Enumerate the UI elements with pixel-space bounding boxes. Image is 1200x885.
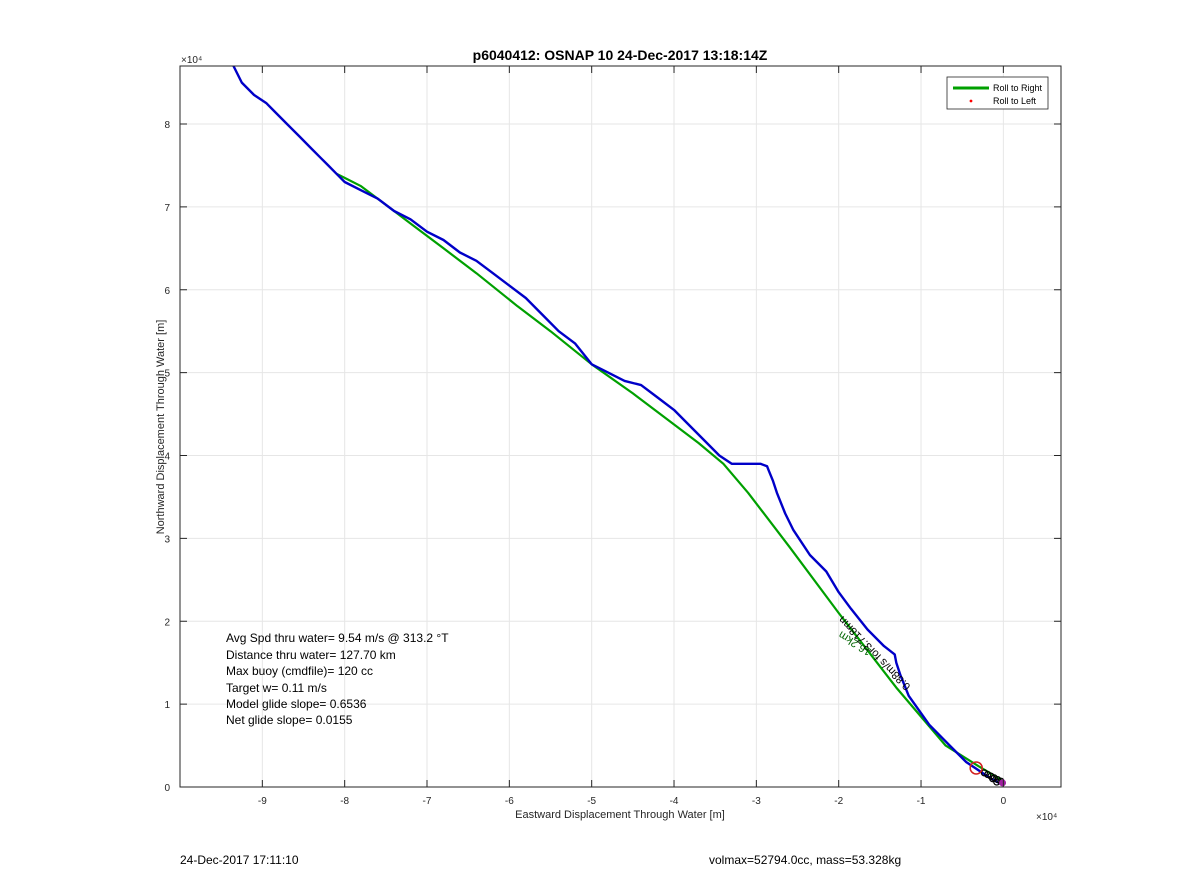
legend: Roll to Right Roll to Left xyxy=(946,76,1049,110)
end-marker xyxy=(999,779,1007,787)
chart-title: p6040412: OSNAP 10 24-Dec-2017 13:18:14Z xyxy=(473,47,768,63)
x-tick-label: -1 xyxy=(917,796,926,807)
footer-timestamp: 24-Dec-2017 17:11:10 xyxy=(180,853,299,867)
y-tick-label: 7 xyxy=(164,203,170,214)
x-tick-label: -5 xyxy=(587,796,596,807)
ticks-group: -9 -8 -7 -6 -5 -4 -3 -2 -1 0 0 1 2 3 4 5 6 7 8 xyxy=(164,66,1061,807)
annotation-model-glide: Model glide slope= 0.6536 xyxy=(226,697,367,711)
y-axis-label: Northward Displacement Through Water [m] xyxy=(155,320,167,535)
x-tick-label: -2 xyxy=(834,796,843,807)
series-group xyxy=(232,65,1004,784)
marker-group xyxy=(969,761,1007,787)
plot-area xyxy=(180,66,1061,787)
legend-swatch-roll-left xyxy=(969,99,973,103)
x-tick-label: -6 xyxy=(505,796,514,807)
y-tick-label: 0 xyxy=(164,783,170,794)
dive-marker xyxy=(980,769,989,777)
y-tick-label: 5 xyxy=(164,369,170,380)
legend-box xyxy=(946,76,1049,110)
annotation-max-buoy: Max buoy (cmdfile)= 120 cc xyxy=(226,664,373,678)
x-tick-label: 0 xyxy=(1001,796,1007,807)
x-tick-label: -8 xyxy=(340,796,349,807)
x-tick-label: -4 xyxy=(670,796,679,807)
x-tick-label: -3 xyxy=(752,796,761,807)
stats-annotations: Avg Spd thru water= 9.54 m/s @ 313.2 °T … xyxy=(226,631,449,727)
y-tick-label: 4 xyxy=(164,452,170,463)
annotation-net-glide: Net glide slope= 0.0155 xyxy=(226,713,353,727)
series-line-track xyxy=(232,65,1000,784)
x-axis-label: Eastward Displacement Through Water [m] xyxy=(515,809,725,821)
legend-label-roll-left: Roll to Left xyxy=(993,96,1037,106)
y-tick-label: 8 xyxy=(164,120,170,131)
y-tick-label: 2 xyxy=(164,617,170,628)
x-exponent-label: ×10⁴ xyxy=(1036,812,1057,823)
annotation-distance: Distance thru water= 127.70 km xyxy=(226,648,396,662)
dive-marker xyxy=(989,775,997,783)
footer-volmax-mass: volmax=52794.0cc, mass=53.328kg xyxy=(709,853,902,867)
y-tick-label: 6 xyxy=(164,286,170,297)
plot-frame xyxy=(179,65,1062,788)
y-tick-label: 1 xyxy=(164,700,170,711)
annotation-avg-speed: Avg Spd thru water= 9.54 m/s @ 313.2 °T xyxy=(226,631,449,645)
annotation-target-w: Target w= 0.11 m/s xyxy=(226,681,327,695)
x-tick-label: -9 xyxy=(258,796,267,807)
x-tick-label: -7 xyxy=(423,796,432,807)
legend-label-roll-right: Roll to Right xyxy=(993,83,1043,93)
y-exponent-label: ×10⁴ xyxy=(181,55,202,66)
start-marker xyxy=(969,761,983,775)
y-tick-label: 3 xyxy=(164,534,170,545)
